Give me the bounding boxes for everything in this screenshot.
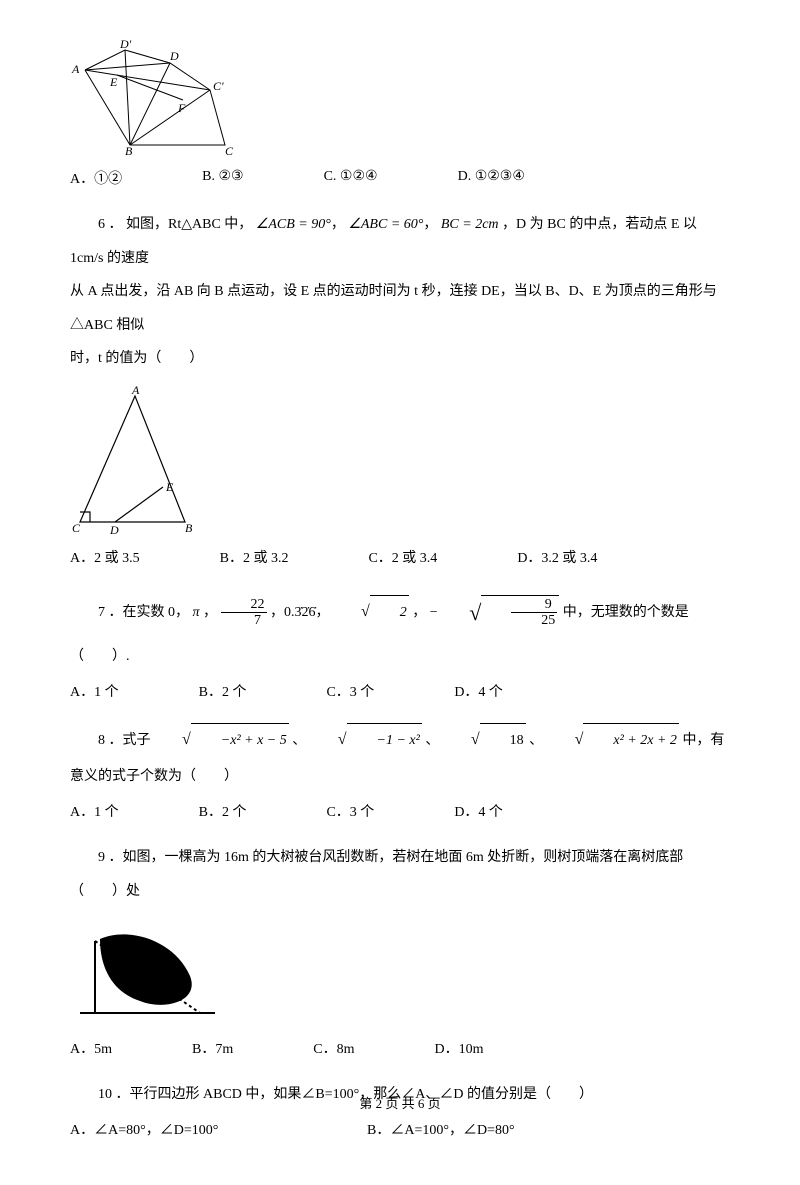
q7-sqrt2: √2 [333, 593, 409, 631]
label-C: C [225, 144, 234, 155]
q10-option-B[interactable]: B．∠A=100°，∠D=80° [367, 1119, 664, 1139]
q9-option-B[interactable]: B．7m [192, 1038, 233, 1058]
q7-neg: − [430, 605, 438, 620]
q5-options: A．①② B. ②③ C. ①②④ D. ①②③④ [70, 168, 730, 188]
q8-r4: √x² + 2x + 2 [547, 721, 679, 759]
q8-s3: 、 [529, 733, 543, 748]
q8-r1: √−x² + x − 5 [154, 721, 289, 759]
q7-options: A．1 个 B．2 个 C．3 个 D．4 个 [70, 681, 730, 701]
label-D: D [169, 49, 179, 63]
q7-prefix: 7 ．在实数 0， [98, 605, 189, 620]
label-E: E [109, 75, 118, 89]
q9-option-C[interactable]: C．8m [313, 1038, 354, 1058]
label-B: B [125, 144, 133, 155]
q5-option-C[interactable]: C. ①②④ [324, 168, 378, 188]
q7-text: 7 ．在实数 0， π ， 22 7 ，0.3̇2̇6̇， √2 ， − √ 9… [70, 587, 730, 673]
q7-option-D[interactable]: D．4 个 [454, 681, 503, 701]
q6-label-D: D [109, 523, 119, 534]
q6-line2: 从 A 点出发，沿 AB 向 B 点运动，设 E 点的运动时间为 t 秒，连接 … [70, 275, 730, 342]
page-footer: 第 2 页 共 6 页 [0, 1093, 800, 1112]
q8-option-C[interactable]: C．3 个 [326, 801, 374, 821]
q8-text: 8 ．式子 √−x² + x − 5 、 √−1 − x² 、 √18 、 √x… [70, 721, 730, 793]
q6-before: 6 ． 如图，Rt△ABC 中， [98, 217, 252, 232]
q6-math1: ∠ACB = 90° [256, 217, 331, 232]
q7-frac-den: 7 [221, 613, 267, 628]
q6-option-B[interactable]: B．2 或 3.2 [220, 547, 289, 567]
q6-label-A: A [131, 384, 140, 397]
q8-r3: √18 [443, 721, 526, 759]
q5-option-A[interactable]: A．①② [70, 168, 122, 188]
q7-pi: π [193, 605, 200, 620]
q9-option-D[interactable]: D．10m [434, 1038, 483, 1058]
q9-option-A[interactable]: A．5m [70, 1038, 112, 1058]
q6-line3: 时，t 的值为（ ） [70, 342, 730, 376]
q6-sep1: ， [331, 217, 345, 232]
q6-option-D[interactable]: D．3.2 或 3.4 [517, 547, 597, 567]
q7-t2: ，0.3̇2̇6̇， [270, 605, 330, 620]
q8-options: A．1 个 B．2 个 C．3 个 D．4 个 [70, 801, 730, 821]
q9-options: A．5m B．7m C．8m D．10m [70, 1038, 730, 1058]
q6-text: 6 ． 如图，Rt△ABC 中， ∠ACB = 90°， ∠ABC = 60°，… [70, 208, 730, 376]
q7-sf-den: 25 [511, 613, 557, 628]
label-Dprime: D' [119, 40, 132, 51]
q6-math2: ∠ABC = 60° [348, 217, 423, 232]
q7-option-B[interactable]: B．2 个 [199, 681, 247, 701]
q8-prefix: 8 ．式子 [98, 733, 154, 748]
q6-label-C: C [72, 521, 81, 534]
q6-diagram: A E C D B [70, 384, 730, 539]
q6-option-A[interactable]: A．2 或 3.5 [70, 547, 140, 567]
label-F: F [177, 101, 186, 115]
q7-sf-num: 9 [511, 597, 557, 613]
q5-diagram: A D' D E C' F B C [70, 40, 730, 160]
q8-s1: 、 [292, 733, 306, 748]
q8-option-D[interactable]: D．4 个 [454, 801, 503, 821]
q8-r2: √−1 − x² [310, 721, 422, 759]
label-A: A [71, 62, 80, 76]
q9-text: 9 ．如图，一棵高为 16m 的大树被台风刮数断，若树在地面 6m 处折断，则树… [70, 841, 730, 908]
q8-option-A[interactable]: A．1 个 [70, 801, 119, 821]
q6-option-C[interactable]: C．2 或 3.4 [368, 547, 437, 567]
q5-option-B[interactable]: B. ②③ [202, 168, 243, 188]
q9-diagram [70, 921, 730, 1026]
q8-s2: 、 [425, 733, 439, 748]
q7-frac-num: 22 [221, 597, 267, 613]
q10-options: A．∠A=80°，∠D=100° B．∠A=100°，∠D=80° [70, 1119, 730, 1145]
q7-sqrtfrac: √ 9 25 [441, 587, 559, 640]
q6-label-B: B [185, 521, 193, 534]
q7-sep1: ， [203, 605, 217, 620]
label-Cprime: C' [213, 79, 224, 93]
q7-t3: ， [412, 605, 426, 620]
q8-option-B[interactable]: B．2 个 [199, 801, 247, 821]
q6-math3: BC = 2cm [441, 217, 499, 232]
q7-option-C[interactable]: C．3 个 [326, 681, 374, 701]
q7-frac: 22 7 [221, 597, 267, 629]
q5-option-D[interactable]: D. ①②③④ [458, 168, 525, 188]
q7-option-A[interactable]: A．1 个 [70, 681, 119, 701]
q10-option-A[interactable]: A．∠A=80°，∠D=100° [70, 1119, 367, 1139]
q6-sep2: ， [423, 217, 437, 232]
q6-options: A．2 或 3.5 B．2 或 3.2 C．2 或 3.4 D．3.2 或 3.… [70, 547, 730, 567]
q6-label-E: E [165, 480, 174, 494]
